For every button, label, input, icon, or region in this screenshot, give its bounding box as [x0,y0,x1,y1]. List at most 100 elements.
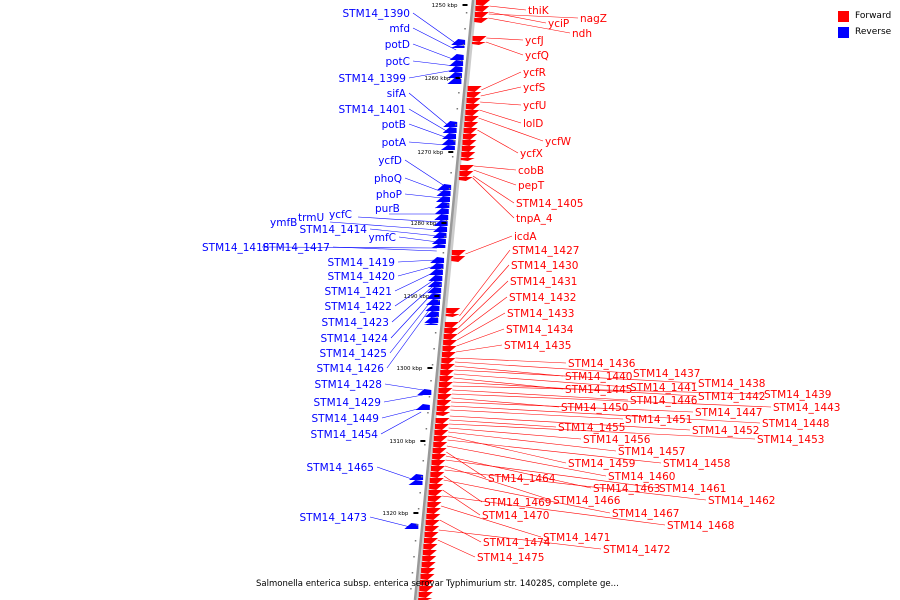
forward-gene-label: STM14_1438 [698,378,765,390]
reverse-leader-line [412,43,456,61]
reverse-leader-line [408,141,448,146]
reverse-gene-glyph [433,226,448,232]
forward-leader-line [449,419,557,428]
forward-gene-glyph [423,538,438,544]
forward-leader-line [437,539,476,558]
forward-gene-glyph [433,436,448,442]
forward-leader-line [456,312,506,341]
reverse-leader-line [404,159,444,186]
reverse-gene-glyph [449,54,464,60]
forward-gene-glyph [458,177,473,181]
reverse-gene-glyph [443,121,458,127]
reverse-gene-glyph [447,78,462,84]
forward-leader-line [448,423,756,440]
axis-dot [410,588,412,590]
axis-dot [465,12,468,14]
forward-gene-label: STM14_1453 [757,434,824,446]
forward-gene-glyph [460,165,475,171]
reverse-gene-label: mfd [389,23,410,35]
forward-gene-label: lolD [523,118,543,130]
reverse-gene-glyph [432,232,447,238]
forward-gene-glyph [432,448,447,454]
forward-leader-line [448,427,582,440]
reverse-gene-label: STM14_1417 [263,242,330,254]
reverse-gene-glyph [429,263,444,269]
forward-leader-line [458,264,510,323]
axis-dot [458,92,460,94]
forward-gene-glyph [434,430,449,436]
forward-leader-line [450,405,761,424]
legend-forward-label: Forward [855,11,892,21]
forward-gene-label: STM14_1452 [692,425,759,437]
reverse-gene-label: potC [385,56,410,68]
forward-gene-label: STM14_1447 [695,407,762,419]
forward-gene-glyph [425,526,440,532]
forward-leader-line [457,296,508,335]
forward-gene-label: STM14_1437 [633,368,700,380]
forward-leader-line [478,117,544,142]
reverse-gene-label: ymfC [369,232,396,244]
forward-gene-glyph [426,508,441,514]
axis-dot [451,156,454,158]
reverse-gene-glyph [428,275,443,281]
axis-dot [462,44,465,46]
reverse-gene-label: STM14_1390 [343,8,410,20]
forward-gene-glyph [436,406,451,412]
forward-gene-glyph [471,42,486,45]
axis-dot [448,188,451,190]
reverse-gene-label: trmU [298,212,324,224]
forward-gene-label: icdA [514,231,537,243]
axis-dot [419,492,421,494]
forward-leader-line [443,475,483,503]
forward-gene-glyph [423,544,438,550]
forward-gene-label: STM14_1432 [509,292,576,304]
reverse-gene-glyph [434,208,449,214]
reverse-gene-label: ycfD [378,155,402,167]
forward-gene-glyph [422,556,437,562]
forward-gene-label: STM14_1460 [608,471,675,483]
forward-leader-line [488,13,579,19]
reverse-leader-line [369,228,439,237]
forward-gene-glyph [441,358,456,364]
axis-dot [442,252,445,254]
forward-gene-label: STM14_1440 [565,371,632,383]
forward-gene-label: STM14_1435 [504,340,571,352]
axis-dot [433,348,435,350]
reverse-gene-label: STM14_1454 [311,429,379,441]
forward-gene-glyph [436,412,451,416]
reverse-gene-glyph [424,311,439,317]
reverse-gene-glyph [430,257,445,263]
axis-dot [456,108,459,110]
forward-gene-glyph [435,418,450,424]
forward-leader-line [440,505,542,538]
forward-gene-glyph [428,496,443,502]
forward-leader-line [455,344,503,353]
reverse-gene-glyph [440,145,455,150]
forward-gene-glyph [474,12,489,18]
reverse-leader-line [357,216,440,223]
reverse-gene-glyph [447,72,462,78]
forward-leader-line [451,393,772,408]
forward-leader-line [444,465,552,501]
forward-gene-glyph [472,36,487,42]
axis-dot [461,60,463,62]
forward-gene-label: ycfX [520,148,543,160]
scale-tick [455,77,461,79]
forward-leader-line [450,409,624,420]
scale-tick [434,295,440,297]
forward-leader-line [458,280,509,329]
forward-gene-label: STM14_1434 [506,324,574,336]
reverse-leader-line [390,292,433,339]
axis-dot [413,556,415,558]
forward-leader-line [488,11,547,24]
reverse-gene-label: STM14_1428 [315,379,382,391]
forward-leader-line [489,5,527,11]
reverse-leader-line [434,205,442,209]
forward-leader-line [454,369,697,384]
forward-gene-glyph [466,98,481,104]
axis-dot [445,220,448,222]
forward-gene-label: STM14_1446 [630,395,698,407]
forward-gene-label: STM14_1433 [507,308,574,320]
reverse-gene-glyph [449,60,464,66]
